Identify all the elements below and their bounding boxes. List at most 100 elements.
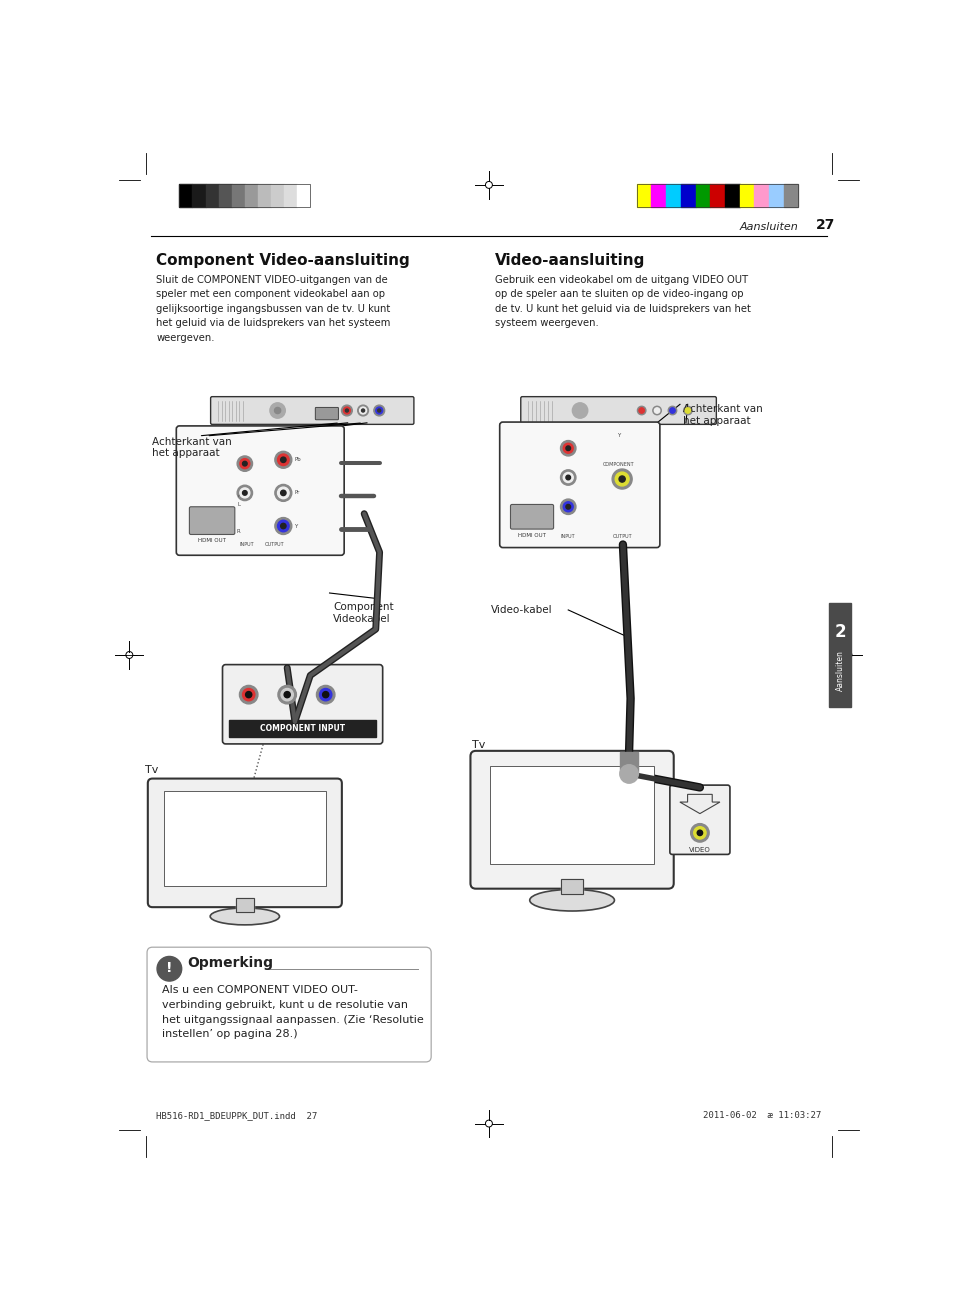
FancyBboxPatch shape xyxy=(315,407,338,420)
Text: COMPONENT INPUT: COMPONENT INPUT xyxy=(260,724,345,733)
Circle shape xyxy=(560,441,576,457)
Circle shape xyxy=(274,451,292,468)
Circle shape xyxy=(242,490,247,495)
Bar xyxy=(680,184,695,208)
Bar xyxy=(245,184,257,208)
Circle shape xyxy=(242,462,247,466)
Text: Y: Y xyxy=(294,524,297,528)
Text: 2: 2 xyxy=(833,623,845,641)
Circle shape xyxy=(345,409,348,412)
Bar xyxy=(783,184,798,208)
Circle shape xyxy=(277,520,289,532)
Bar xyxy=(232,184,245,208)
Text: HDMI OUT: HDMI OUT xyxy=(198,538,226,543)
Circle shape xyxy=(341,405,352,416)
Text: VIDEO: VIDEO xyxy=(688,847,710,853)
Ellipse shape xyxy=(529,890,614,910)
Text: OUTPUT: OUTPUT xyxy=(612,534,631,540)
Bar xyxy=(560,878,582,894)
Text: Component
Videokabel: Component Videokabel xyxy=(333,602,394,624)
Bar xyxy=(229,720,375,737)
Circle shape xyxy=(667,406,676,415)
Text: L: L xyxy=(237,502,240,507)
Bar xyxy=(724,184,739,208)
Circle shape xyxy=(619,765,638,783)
Text: HB516-RD1_BDEUPPK_DUT.indd  27: HB516-RD1_BDEUPPK_DUT.indd 27 xyxy=(156,1112,317,1121)
Circle shape xyxy=(697,830,701,835)
Circle shape xyxy=(343,407,350,414)
FancyBboxPatch shape xyxy=(176,425,344,555)
Circle shape xyxy=(280,490,286,495)
Circle shape xyxy=(274,485,292,502)
Circle shape xyxy=(562,444,573,453)
Bar xyxy=(271,184,284,208)
Bar xyxy=(218,184,232,208)
Circle shape xyxy=(639,407,643,414)
Text: INPUT: INPUT xyxy=(239,542,254,547)
FancyBboxPatch shape xyxy=(148,778,341,907)
Circle shape xyxy=(562,472,573,482)
Bar xyxy=(619,752,638,774)
Circle shape xyxy=(239,488,250,498)
Circle shape xyxy=(280,523,286,529)
Bar xyxy=(560,878,582,894)
Circle shape xyxy=(615,472,628,486)
Circle shape xyxy=(237,485,253,501)
Circle shape xyxy=(683,406,691,415)
Text: 2011-06-02  æ 11:03:27: 2011-06-02 æ 11:03:27 xyxy=(702,1112,821,1121)
Text: Tv: Tv xyxy=(145,765,158,776)
Text: Als u een COMPONENT VIDEO OUT-
verbinding gebruikt, kunt u de resolutie van
het : Als u een COMPONENT VIDEO OUT- verbindin… xyxy=(161,984,423,1039)
Bar xyxy=(257,184,271,208)
Text: HDMI OUT: HDMI OUT xyxy=(517,533,545,538)
Circle shape xyxy=(374,405,384,416)
Bar xyxy=(235,898,253,912)
Text: R: R xyxy=(236,529,240,534)
Circle shape xyxy=(157,956,181,981)
FancyBboxPatch shape xyxy=(669,785,729,855)
Circle shape xyxy=(237,457,253,471)
Text: Tv: Tv xyxy=(472,741,485,750)
Bar xyxy=(828,603,850,707)
Text: Opmerking: Opmerking xyxy=(187,956,273,970)
Circle shape xyxy=(652,406,660,415)
Circle shape xyxy=(245,691,252,698)
Circle shape xyxy=(654,407,659,414)
Bar xyxy=(297,184,310,208)
Circle shape xyxy=(319,689,332,700)
Circle shape xyxy=(281,689,293,700)
Bar xyxy=(665,184,680,208)
Circle shape xyxy=(669,407,675,414)
Bar xyxy=(489,767,654,864)
Circle shape xyxy=(562,502,573,512)
Circle shape xyxy=(565,505,570,508)
FancyBboxPatch shape xyxy=(147,947,431,1062)
Circle shape xyxy=(612,470,632,489)
Circle shape xyxy=(637,406,645,415)
Circle shape xyxy=(284,691,290,698)
Text: Aansluiten: Aansluiten xyxy=(739,222,798,232)
Text: Pb: Pb xyxy=(294,458,300,462)
Circle shape xyxy=(277,488,289,498)
Bar xyxy=(710,184,724,208)
Text: Achterkant van
het apparaat: Achterkant van het apparaat xyxy=(682,405,762,425)
Circle shape xyxy=(684,407,690,414)
Polygon shape xyxy=(679,794,720,813)
Text: AUX: AUX xyxy=(237,493,249,498)
Circle shape xyxy=(274,407,280,414)
Circle shape xyxy=(274,518,292,534)
Circle shape xyxy=(560,470,576,485)
Circle shape xyxy=(690,824,708,842)
Circle shape xyxy=(361,409,364,412)
Bar xyxy=(695,184,710,208)
Bar xyxy=(179,184,310,208)
Circle shape xyxy=(560,499,576,515)
Text: !: ! xyxy=(166,961,172,975)
FancyBboxPatch shape xyxy=(222,664,382,744)
Bar xyxy=(636,184,651,208)
Bar xyxy=(739,184,754,208)
Bar xyxy=(235,898,253,912)
Bar xyxy=(205,184,218,208)
Bar xyxy=(754,184,768,208)
Circle shape xyxy=(377,409,380,412)
Text: Video-kabel: Video-kabel xyxy=(491,604,553,615)
